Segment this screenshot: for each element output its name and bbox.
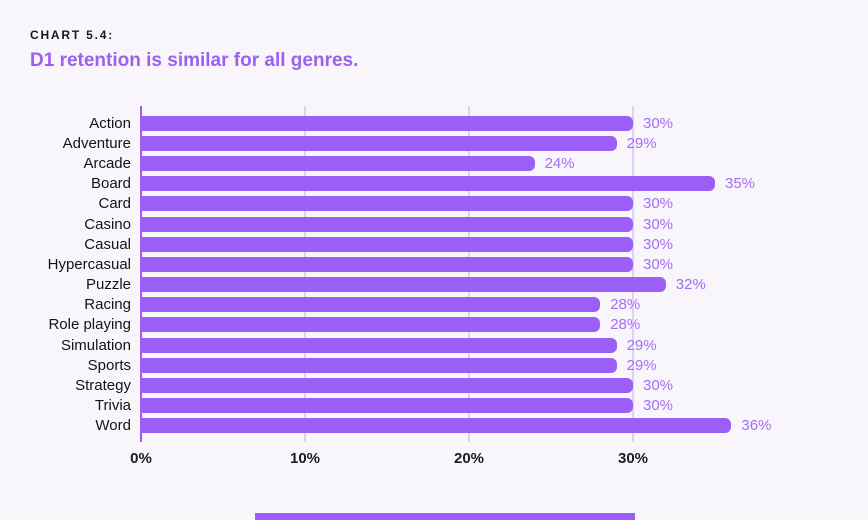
category-label: Action: [89, 114, 131, 132]
x-tick-label: 30%: [617, 450, 649, 467]
value-label: 35%: [725, 175, 756, 193]
value-label: 24%: [544, 154, 575, 172]
x-tick-label: 20%: [453, 450, 485, 467]
bar-row: Simulation 29%: [0, 335, 868, 355]
bar-row: Word 36%: [0, 416, 868, 436]
bar: [141, 155, 535, 171]
footer-accent-bar: [255, 513, 635, 520]
bar-row: Trivia 30%: [0, 396, 868, 416]
bar-row: Arcade 24%: [0, 153, 868, 173]
category-label: Card: [98, 195, 131, 213]
bar: [141, 378, 633, 394]
value-label: 28%: [610, 316, 641, 334]
value-label: 29%: [626, 356, 657, 374]
category-label: Casual: [84, 235, 131, 253]
bar: [141, 337, 617, 353]
bar: [141, 216, 633, 232]
value-label: 30%: [643, 235, 674, 253]
category-label: Casino: [84, 215, 131, 233]
category-label: Role playing: [48, 316, 131, 334]
category-label: Puzzle: [85, 276, 131, 294]
bar-row: Role playing 28%: [0, 315, 868, 335]
value-label: 30%: [643, 397, 674, 415]
bar-row: Racing 28%: [0, 295, 868, 315]
gridline: [468, 106, 470, 442]
value-label: 28%: [610, 296, 641, 314]
value-label: 29%: [626, 336, 657, 354]
bar-row: Casino 30%: [0, 214, 868, 234]
bar: [141, 115, 633, 131]
zero-axis-line: [140, 106, 142, 442]
category-label: Hypercasual: [47, 255, 131, 273]
category-label: Word: [95, 417, 131, 435]
bar: [141, 357, 617, 373]
bar-row: Board 35%: [0, 174, 868, 194]
gridline: [304, 106, 306, 442]
chart-title: D1 retention is similar for all genres.: [30, 50, 359, 71]
bar: [141, 277, 666, 293]
category-label: Arcade: [83, 154, 131, 172]
x-tick-label: 0%: [130, 450, 152, 467]
category-label: Simulation: [60, 336, 131, 354]
bar: [141, 398, 633, 414]
value-label: 32%: [675, 276, 706, 294]
bar-row: Hypercasual 30%: [0, 254, 868, 274]
chart-kicker: CHART 5.4:: [30, 28, 115, 42]
category-label: Board: [90, 175, 131, 193]
bar-row: Strategy 30%: [0, 375, 868, 395]
bar-row: Adventure 29%: [0, 133, 868, 153]
bar: [141, 317, 601, 333]
value-label: 30%: [643, 195, 674, 213]
bar-row: Casual 30%: [0, 234, 868, 254]
bar-row: Sports 29%: [0, 355, 868, 375]
value-label: 36%: [741, 417, 772, 435]
bar: [141, 176, 715, 192]
bar: [141, 418, 732, 434]
value-label: 30%: [643, 255, 674, 273]
bar: [141, 196, 633, 212]
value-label: 30%: [643, 114, 674, 132]
gridline: [632, 106, 634, 442]
category-label: Sports: [87, 356, 131, 374]
category-label: Trivia: [94, 397, 131, 415]
value-label: 30%: [643, 215, 674, 233]
value-label: 30%: [643, 377, 674, 395]
category-label: Strategy: [75, 377, 131, 395]
bar-rows: Action 30% Adventure 29% Arcade 24% Board 35% Ca…: [0, 113, 868, 436]
bar: [141, 135, 617, 151]
bar-row: Card 30%: [0, 194, 868, 214]
category-label: Adventure: [62, 134, 131, 152]
value-label: 29%: [626, 134, 657, 152]
bar: [141, 297, 601, 313]
bar-row: Puzzle 32%: [0, 275, 868, 295]
x-tick-label: 10%: [289, 450, 321, 467]
bar-row: Action 30%: [0, 113, 868, 133]
bar: [141, 236, 633, 252]
bar: [141, 256, 633, 272]
category-label: Racing: [84, 296, 131, 314]
